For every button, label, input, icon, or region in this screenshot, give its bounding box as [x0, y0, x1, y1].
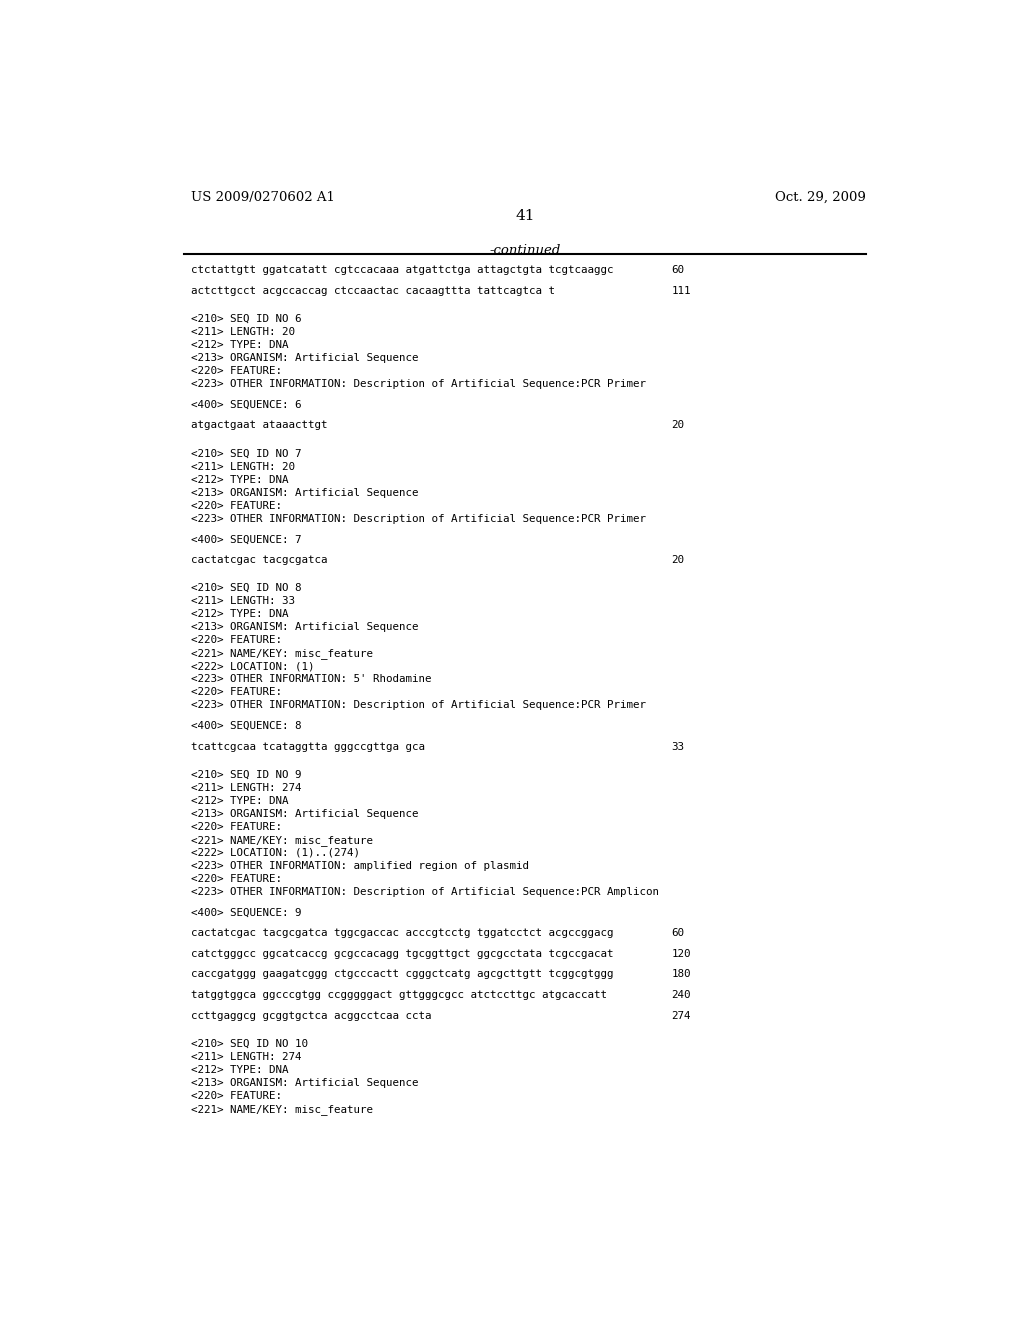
Text: <223> OTHER INFORMATION: Description of Artificial Sequence:PCR Amplicon: <223> OTHER INFORMATION: Description of …: [191, 887, 659, 896]
Text: ctctattgtt ggatcatatt cgtccacaaa atgattctga attagctgta tcgtcaaggc: ctctattgtt ggatcatatt cgtccacaaa atgattc…: [191, 265, 614, 275]
Text: -continued: -continued: [489, 244, 560, 257]
Text: 120: 120: [672, 949, 691, 958]
Text: <211> LENGTH: 274: <211> LENGTH: 274: [191, 783, 302, 793]
Text: atgactgaat ataaacttgt: atgactgaat ataaacttgt: [191, 420, 328, 430]
Text: 274: 274: [672, 1011, 691, 1020]
Text: <223> OTHER INFORMATION: Description of Artificial Sequence:PCR Primer: <223> OTHER INFORMATION: Description of …: [191, 700, 646, 710]
Text: <213> ORGANISM: Artificial Sequence: <213> ORGANISM: Artificial Sequence: [191, 622, 419, 632]
Text: <211> LENGTH: 20: <211> LENGTH: 20: [191, 462, 296, 471]
Text: 20: 20: [672, 420, 685, 430]
Text: <213> ORGANISM: Artificial Sequence: <213> ORGANISM: Artificial Sequence: [191, 1078, 419, 1088]
Text: <210> SEQ ID NO 9: <210> SEQ ID NO 9: [191, 770, 302, 780]
Text: <211> LENGTH: 20: <211> LENGTH: 20: [191, 327, 296, 337]
Text: <223> OTHER INFORMATION: Description of Artificial Sequence:PCR Primer: <223> OTHER INFORMATION: Description of …: [191, 379, 646, 389]
Text: <223> OTHER INFORMATION: amplified region of plasmid: <223> OTHER INFORMATION: amplified regio…: [191, 861, 529, 871]
Text: <221> NAME/KEY: misc_feature: <221> NAME/KEY: misc_feature: [191, 1104, 374, 1115]
Text: <213> ORGANISM: Artificial Sequence: <213> ORGANISM: Artificial Sequence: [191, 352, 419, 363]
Text: 20: 20: [672, 554, 685, 565]
Text: <220> FEATURE:: <220> FEATURE:: [191, 874, 283, 884]
Text: tatggtggca ggcccgtgg ccgggggact gttgggcgcc atctccttgc atgcaccatt: tatggtggca ggcccgtgg ccgggggact gttgggcg…: [191, 990, 607, 1001]
Text: <221> NAME/KEY: misc_feature: <221> NAME/KEY: misc_feature: [191, 834, 374, 846]
Text: <220> FEATURE:: <220> FEATURE:: [191, 822, 283, 832]
Text: actcttgcct acgccaccag ctccaactac cacaagttta tattcagtca t: actcttgcct acgccaccag ctccaactac cacaagt…: [191, 285, 555, 296]
Text: <220> FEATURE:: <220> FEATURE:: [191, 1090, 283, 1101]
Text: <220> FEATURE:: <220> FEATURE:: [191, 500, 283, 511]
Text: caccgatggg gaagatcggg ctgcccactt cgggctcatg agcgcttgtt tcggcgtggg: caccgatggg gaagatcggg ctgcccactt cgggctc…: [191, 969, 614, 979]
Text: Oct. 29, 2009: Oct. 29, 2009: [775, 191, 866, 203]
Text: <210> SEQ ID NO 7: <210> SEQ ID NO 7: [191, 449, 302, 458]
Text: <220> FEATURE:: <220> FEATURE:: [191, 688, 283, 697]
Text: catctgggcc ggcatcaccg gcgccacagg tgcggttgct ggcgcctata tcgccgacat: catctgggcc ggcatcaccg gcgccacagg tgcggtt…: [191, 949, 614, 958]
Text: <400> SEQUENCE: 9: <400> SEQUENCE: 9: [191, 907, 302, 917]
Text: 111: 111: [672, 285, 691, 296]
Text: <211> LENGTH: 274: <211> LENGTH: 274: [191, 1052, 302, 1061]
Text: <212> TYPE: DNA: <212> TYPE: DNA: [191, 1065, 289, 1074]
Text: 60: 60: [672, 265, 685, 275]
Text: 240: 240: [672, 990, 691, 1001]
Text: 180: 180: [672, 969, 691, 979]
Text: <400> SEQUENCE: 8: <400> SEQUENCE: 8: [191, 721, 302, 731]
Text: 33: 33: [672, 742, 685, 751]
Text: <222> LOCATION: (1): <222> LOCATION: (1): [191, 661, 315, 671]
Text: <220> FEATURE:: <220> FEATURE:: [191, 635, 283, 645]
Text: tcattcgcaa tcataggtta gggccgttga gca: tcattcgcaa tcataggtta gggccgttga gca: [191, 742, 426, 751]
Text: <222> LOCATION: (1)..(274): <222> LOCATION: (1)..(274): [191, 847, 360, 858]
Text: <221> NAME/KEY: misc_feature: <221> NAME/KEY: misc_feature: [191, 648, 374, 659]
Text: US 2009/0270602 A1: US 2009/0270602 A1: [191, 191, 336, 203]
Text: <213> ORGANISM: Artificial Sequence: <213> ORGANISM: Artificial Sequence: [191, 809, 419, 818]
Text: <212> TYPE: DNA: <212> TYPE: DNA: [191, 475, 289, 484]
Text: cactatcgac tacgcgatca tggcgaccac acccgtcctg tggatcctct acgccggacg: cactatcgac tacgcgatca tggcgaccac acccgtc…: [191, 928, 614, 939]
Text: <223> OTHER INFORMATION: 5' Rhodamine: <223> OTHER INFORMATION: 5' Rhodamine: [191, 675, 432, 684]
Text: <223> OTHER INFORMATION: Description of Artificial Sequence:PCR Primer: <223> OTHER INFORMATION: Description of …: [191, 513, 646, 524]
Text: 60: 60: [672, 928, 685, 939]
Text: <400> SEQUENCE: 7: <400> SEQUENCE: 7: [191, 535, 302, 544]
Text: <212> TYPE: DNA: <212> TYPE: DNA: [191, 341, 289, 350]
Text: 41: 41: [515, 210, 535, 223]
Text: <212> TYPE: DNA: <212> TYPE: DNA: [191, 796, 289, 805]
Text: <210> SEQ ID NO 10: <210> SEQ ID NO 10: [191, 1039, 308, 1049]
Text: <400> SEQUENCE: 6: <400> SEQUENCE: 6: [191, 400, 302, 409]
Text: <210> SEQ ID NO 6: <210> SEQ ID NO 6: [191, 314, 302, 323]
Text: <212> TYPE: DNA: <212> TYPE: DNA: [191, 609, 289, 619]
Text: <213> ORGANISM: Artificial Sequence: <213> ORGANISM: Artificial Sequence: [191, 487, 419, 498]
Text: ccttgaggcg gcggtgctca acggcctcaa ccta: ccttgaggcg gcggtgctca acggcctcaa ccta: [191, 1011, 432, 1020]
Text: <220> FEATURE:: <220> FEATURE:: [191, 366, 283, 376]
Text: <211> LENGTH: 33: <211> LENGTH: 33: [191, 597, 296, 606]
Text: cactatcgac tacgcgatca: cactatcgac tacgcgatca: [191, 554, 328, 565]
Text: <210> SEQ ID NO 8: <210> SEQ ID NO 8: [191, 583, 302, 593]
